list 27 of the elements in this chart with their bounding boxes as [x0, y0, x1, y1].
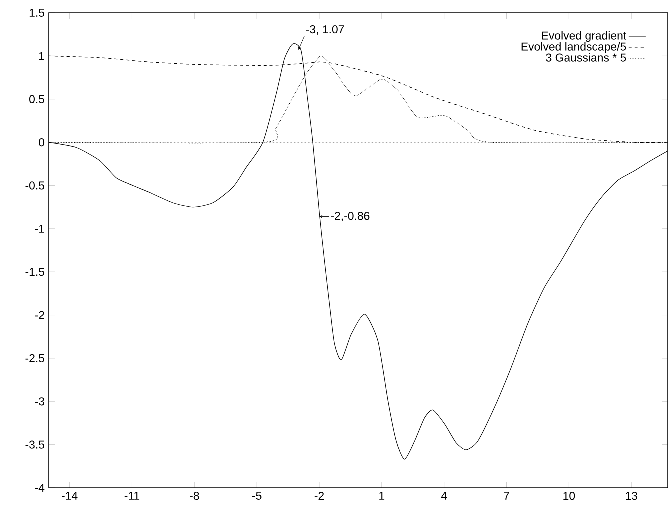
legend-label: Evolved landscape/5 [522, 42, 626, 54]
x-tick-label: -8 [190, 492, 200, 500]
annotation: -3, 1.07 [306, 25, 344, 35]
y-tick-label: -1.5 [26, 268, 44, 276]
y-tick-label: -4 [35, 484, 45, 492]
legend-label: Evolved gradient [542, 31, 627, 42]
x-tick-label: 4 [441, 492, 448, 500]
x-tick-label: 10 [564, 492, 576, 500]
y-tick-label: -3.5 [26, 440, 44, 449]
y-tick-label: 0.5 [30, 95, 44, 104]
y-tick-label: 1 [39, 52, 44, 60]
x-tick-label: -2 [314, 492, 324, 500]
y-tick-label: -2.5 [26, 354, 44, 363]
y-tick-label: -2 [35, 311, 44, 320]
y-tick-label: -1 [35, 224, 44, 233]
annotation: -2,-0.86 [331, 212, 370, 222]
x-tick-label: -14 [62, 492, 78, 500]
legend-label: 3 Gaussians * 5 [546, 53, 626, 62]
y-tick-label: -3 [35, 398, 44, 406]
y-tick-label: -0.5 [26, 182, 44, 190]
x-tick-label: -11 [124, 492, 140, 500]
x-tick-label: -5 [252, 492, 262, 500]
x-tick-label: 1 [380, 492, 385, 500]
x-tick-label: 7 [504, 492, 510, 500]
y-tick-label: 1.5 [30, 9, 44, 17]
y-tick-label: 0 [39, 138, 45, 147]
x-tick-label: 13 [626, 492, 638, 500]
